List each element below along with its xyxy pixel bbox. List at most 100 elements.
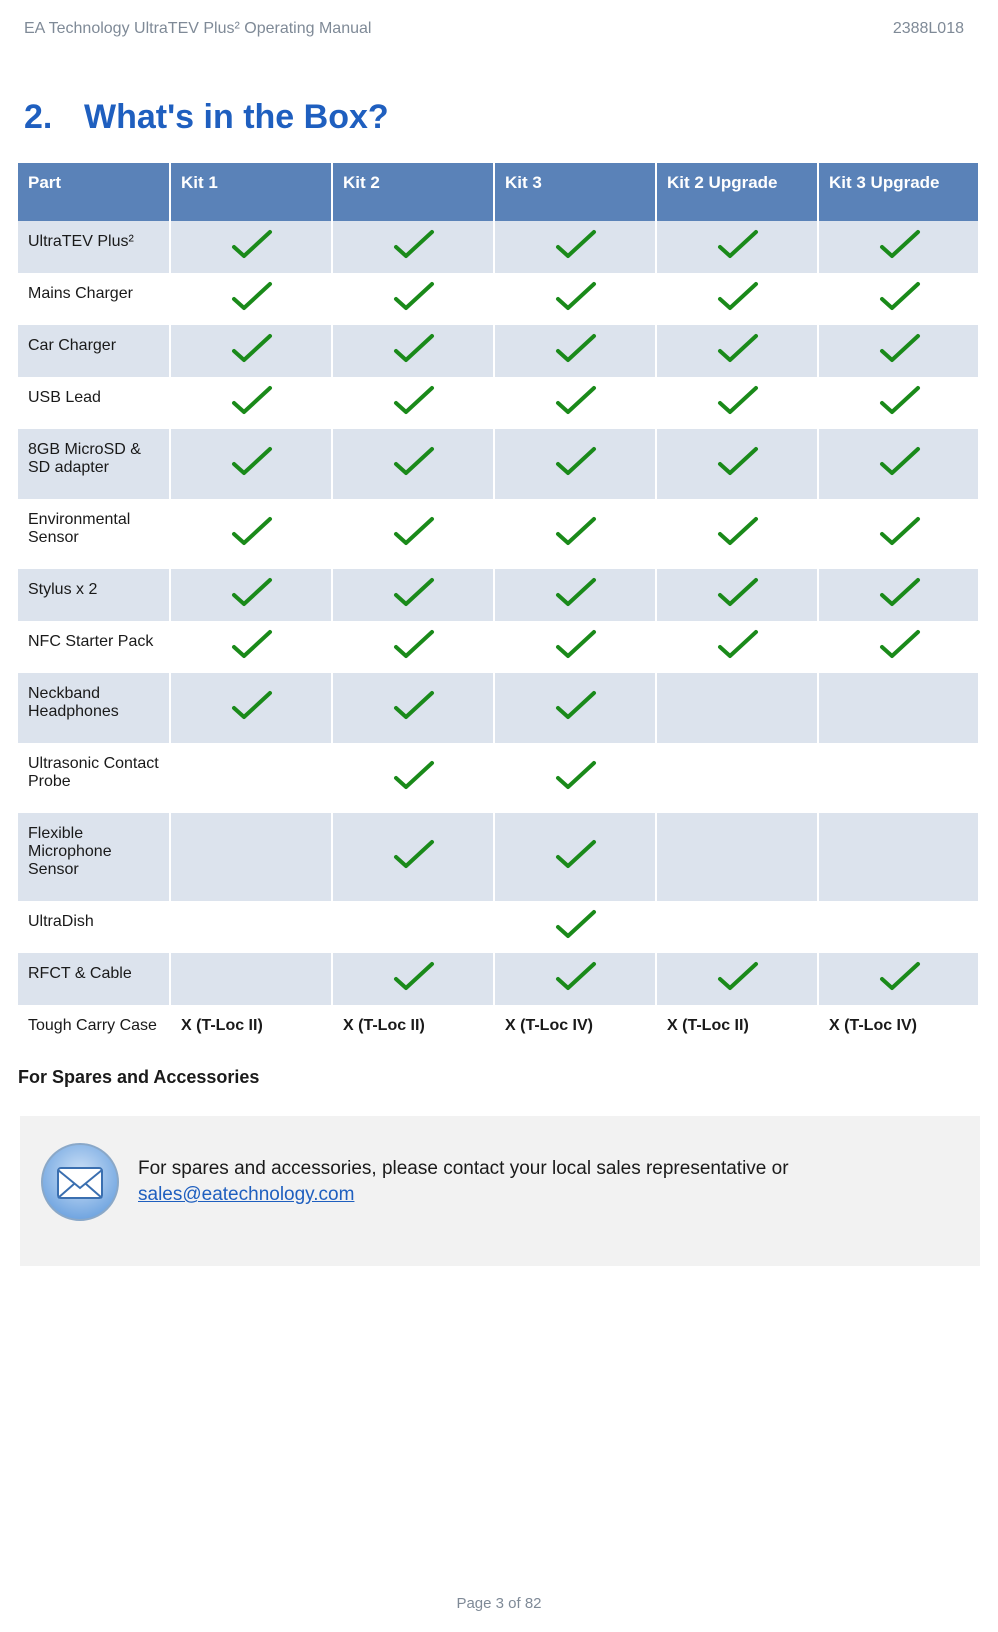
- table-row: Tough Carry CaseX (T-Loc II)X (T-Loc II)…: [18, 1005, 978, 1057]
- table-row: RFCT & Cable: [18, 953, 978, 1005]
- check-icon: [716, 385, 760, 417]
- cell-empty: [170, 813, 332, 901]
- check-icon: [392, 229, 436, 261]
- cell-check: [818, 429, 978, 499]
- cell-check: [170, 377, 332, 429]
- part-name: RFCT & Cable: [18, 953, 170, 1005]
- check-icon: [716, 229, 760, 261]
- part-name: Ultrasonic Contact Probe: [18, 743, 170, 813]
- cell-check: [494, 569, 656, 621]
- cell-check: [494, 953, 656, 1005]
- cell-check: [818, 499, 978, 569]
- spares-heading: For Spares and Accessories: [18, 1067, 998, 1088]
- cell-check: [332, 673, 494, 743]
- cell-check: [818, 221, 978, 273]
- col-kit: Kit 2: [332, 163, 494, 221]
- cell-empty: [332, 901, 494, 953]
- cell-check: [494, 743, 656, 813]
- part-name: Mains Charger: [18, 273, 170, 325]
- check-icon: [392, 839, 436, 871]
- cell-check: [332, 569, 494, 621]
- part-name: Flexible Microphone Sensor: [18, 813, 170, 901]
- table-row: Car Charger: [18, 325, 978, 377]
- check-icon: [716, 961, 760, 993]
- check-icon: [392, 577, 436, 609]
- table-row: Neckband Headphones: [18, 673, 978, 743]
- check-icon: [392, 516, 436, 548]
- cell-empty: [818, 813, 978, 901]
- check-icon: [230, 690, 274, 722]
- cell-check: [656, 325, 818, 377]
- check-icon: [392, 446, 436, 478]
- check-icon: [878, 385, 922, 417]
- cell-check: [332, 273, 494, 325]
- check-icon: [878, 281, 922, 313]
- cell-check: [494, 621, 656, 673]
- col-kit: Kit 3 Upgrade: [818, 163, 978, 221]
- cell-text: X (T-Loc II): [332, 1005, 494, 1057]
- part-name: Stylus x 2: [18, 569, 170, 621]
- email-link[interactable]: sales@eatechnology.com: [138, 1184, 354, 1205]
- check-icon: [230, 577, 274, 609]
- check-icon: [878, 333, 922, 365]
- check-icon: [716, 516, 760, 548]
- part-name: Environmental Sensor: [18, 499, 170, 569]
- cell-check: [494, 325, 656, 377]
- check-icon: [230, 229, 274, 261]
- check-icon: [878, 577, 922, 609]
- cell-check: [170, 429, 332, 499]
- cell-empty: [656, 813, 818, 901]
- cell-check: [494, 429, 656, 499]
- part-name: UltraDish: [18, 901, 170, 953]
- check-icon: [554, 516, 598, 548]
- col-kit: Kit 3: [494, 163, 656, 221]
- col-kit: Kit 1: [170, 163, 332, 221]
- section-title-text: What's in the Box?: [84, 98, 389, 136]
- check-icon: [878, 961, 922, 993]
- page-header: EA Technology UltraTEV Plus² Operating M…: [0, 20, 998, 38]
- check-icon: [392, 281, 436, 313]
- check-icon: [554, 446, 598, 478]
- cell-check: [656, 621, 818, 673]
- header-left: EA Technology UltraTEV Plus² Operating M…: [24, 20, 371, 38]
- cell-check: [656, 221, 818, 273]
- check-icon: [878, 516, 922, 548]
- cell-check: [656, 429, 818, 499]
- check-icon: [716, 446, 760, 478]
- cell-check: [332, 429, 494, 499]
- check-icon: [554, 629, 598, 661]
- check-icon: [878, 229, 922, 261]
- check-icon: [230, 629, 274, 661]
- cell-empty: [170, 953, 332, 1005]
- part-name: USB Lead: [18, 377, 170, 429]
- cell-check: [494, 901, 656, 953]
- table-row: Stylus x 2: [18, 569, 978, 621]
- cell-check: [170, 273, 332, 325]
- part-name: NFC Starter Pack: [18, 621, 170, 673]
- table-row: Mains Charger: [18, 273, 978, 325]
- header-right: 2388L018: [893, 20, 964, 38]
- check-icon: [392, 385, 436, 417]
- part-name: Tough Carry Case: [18, 1005, 170, 1057]
- check-icon: [716, 577, 760, 609]
- cell-check: [494, 221, 656, 273]
- cell-check: [818, 953, 978, 1005]
- cell-check: [170, 325, 332, 377]
- cell-check: [332, 221, 494, 273]
- cell-text: X (T-Loc II): [170, 1005, 332, 1057]
- col-part: Part: [18, 163, 170, 221]
- cell-check: [332, 499, 494, 569]
- table-row: USB Lead: [18, 377, 978, 429]
- check-icon: [230, 385, 274, 417]
- section-number: 2.: [24, 98, 84, 137]
- check-icon: [878, 629, 922, 661]
- cell-check: [170, 621, 332, 673]
- cell-check: [818, 273, 978, 325]
- cell-check: [332, 325, 494, 377]
- cell-check: [170, 673, 332, 743]
- cell-empty: [656, 673, 818, 743]
- table-row: NFC Starter Pack: [18, 621, 978, 673]
- check-icon: [392, 760, 436, 792]
- check-icon: [554, 385, 598, 417]
- check-icon: [716, 281, 760, 313]
